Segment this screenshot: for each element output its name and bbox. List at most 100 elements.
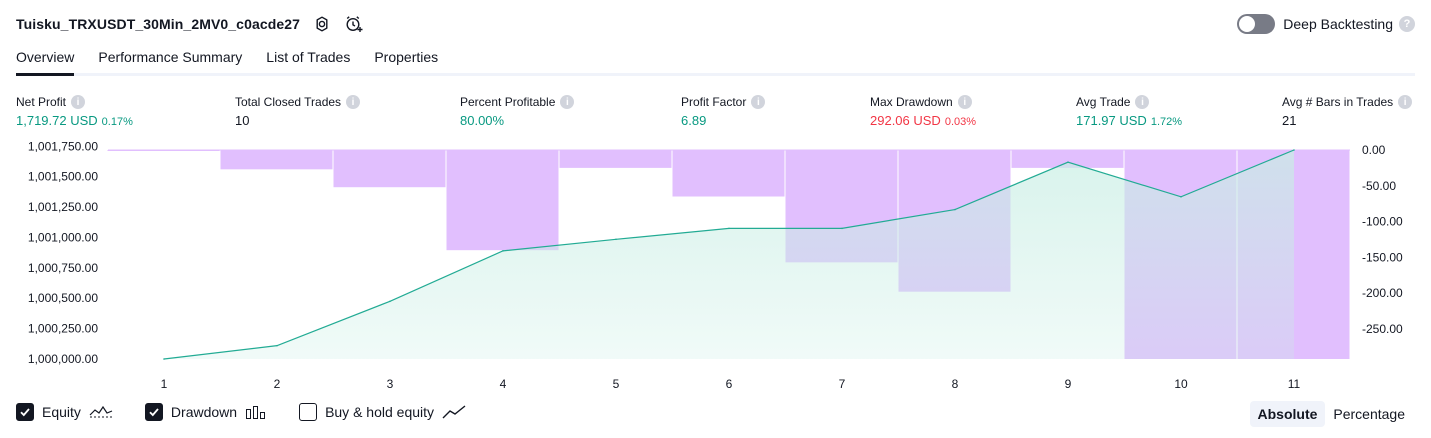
x-axis-tick-label: 5 [613, 377, 620, 391]
info-icon[interactable]: i [560, 95, 575, 109]
equity-point [841, 227, 843, 230]
stat-label: Avg Trade [1076, 95, 1131, 109]
equity-wave-icon [89, 404, 113, 420]
stat-label: Profit Factor [681, 95, 747, 109]
stat-value: 21 [1282, 113, 1297, 128]
left-axis-tick-label: 1,001,000.00 [28, 230, 98, 244]
info-icon[interactable]: i [751, 95, 766, 109]
stat-value: 10 [235, 113, 250, 128]
strategy-title: Tuisku_TRXUSDT_30Min_2MV0_c0acde27 [16, 16, 301, 32]
x-axis-tick-label: 10 [1174, 377, 1188, 391]
stat-net-profit: Net Profit i 1,719.72 USD 0.17% [16, 94, 133, 128]
equity-point [615, 238, 617, 241]
x-axis-tick-label: 2 [274, 377, 281, 391]
left-axis-tick-label: 1,000,500.00 [28, 291, 98, 305]
equity-point [728, 227, 730, 230]
info-icon[interactable]: i [71, 95, 86, 109]
right-axis-tick-label: -200.00 [1362, 286, 1403, 300]
right-axis-tick-label: -100.00 [1362, 215, 1403, 229]
right-axis-tick-label: -250.00 [1362, 322, 1403, 336]
stat-percent: 0.17% [101, 116, 133, 128]
info-icon[interactable]: i [1135, 95, 1150, 109]
equity-area [164, 150, 1294, 359]
stat-avg-trade: Avg Trade i 171.97 USD 1.72% [1076, 94, 1182, 128]
legend-equity[interactable]: Equity [16, 403, 113, 421]
equity-drawdown-chart[interactable]: 1,000,000.00 1,000,250.00 1,000,500.00 1,00… [0, 134, 1431, 396]
stat-label: Net Profit [16, 95, 67, 109]
right-axis-tick-label: 0.00 [1362, 143, 1386, 157]
deep-backtesting-label: Deep Backtesting [1283, 16, 1393, 32]
legend-drawdown-label: Drawdown [170, 404, 238, 420]
equity-point [502, 250, 504, 252]
left-axis-tick-label: 1,001,500.00 [28, 170, 98, 184]
absolute-button[interactable]: Absolute [1249, 401, 1326, 427]
drawdown-bar [446, 150, 559, 251]
stat-percent: 0.03% [944, 116, 977, 128]
left-axis-tick-label: 1,000,250.00 [28, 322, 98, 336]
right-axis-tick-label: -150.00 [1362, 250, 1403, 264]
stat-avg-bars: Avg # Bars in Trades i 21 [1282, 94, 1413, 128]
stat-label: Max Drawdown [870, 95, 953, 109]
equity-point [163, 358, 165, 360]
settings-icon[interactable] [312, 14, 332, 34]
left-axis-tick-label: 1,000,750.00 [28, 261, 98, 275]
x-axis-tick-label: 7 [839, 377, 846, 391]
stat-label: Avg # Bars in Trades [1282, 95, 1394, 109]
legend-equity-label: Equity [42, 404, 81, 420]
stat-percent: 1.72% [1150, 116, 1183, 128]
stat-profit-factor: Profit Factor i 6.89 [681, 94, 766, 128]
stat-value: 292.06 USD [870, 113, 941, 128]
buy-hold-checkbox[interactable] [299, 403, 318, 421]
drawdown-bar [1011, 150, 1124, 168]
left-axis-tick-label: 1,000,000.00 [28, 352, 98, 366]
left-axis-tick-label: 1,001,750.00 [28, 139, 98, 153]
percentage-button[interactable]: Percentage [1333, 406, 1405, 422]
stat-value: 171.97 USD [1076, 113, 1147, 128]
help-icon[interactable]: ? [1399, 16, 1415, 32]
add-alert-icon[interactable] [344, 14, 364, 34]
equity-checkbox[interactable] [16, 403, 34, 421]
tab-overview[interactable]: Overview [16, 44, 75, 76]
stat-max-drawdown: Max Drawdown i 292.06 USD 0.03% [870, 94, 976, 128]
info-icon[interactable]: i [957, 95, 972, 109]
equity-point [1180, 195, 1182, 198]
stat-label: Percent Profitable [460, 95, 556, 109]
left-axis-tick-label: 1,001,250.00 [28, 200, 98, 214]
strategy-header: Tuisku_TRXUSDT_30Min_2MV0_c0acde27 [16, 12, 364, 36]
equity-point [389, 300, 391, 303]
buy-hold-line-icon [442, 404, 466, 420]
info-icon[interactable]: i [346, 95, 361, 109]
x-axis-tick-label: 8 [952, 377, 959, 391]
x-axis-tick-label: 3 [387, 377, 394, 391]
drawdown-bar [333, 150, 446, 188]
info-icon[interactable]: i [1398, 95, 1413, 109]
stat-label: Total Closed Trades [235, 95, 342, 109]
tab-properties[interactable]: Properties [374, 49, 439, 65]
x-axis-tick-label: 4 [500, 377, 507, 391]
tab-list-of-trades[interactable]: List of Trades [266, 49, 351, 65]
chart-legend: Equity Drawdown Buy & hold equity [16, 403, 498, 421]
drawdown-checkbox[interactable] [144, 403, 163, 421]
x-axis-tick-label: 1 [161, 377, 168, 391]
stat-value: 6.89 [681, 113, 707, 128]
equity-point [954, 208, 956, 211]
scale-mode-switch: Absolute Percentage [1249, 401, 1414, 427]
legend-buy-hold[interactable]: Buy & hold equity [299, 403, 466, 421]
stat-percent-profitable: Percent Profitable i 80.00% [460, 94, 575, 128]
stat-value: 80.00% [460, 113, 505, 128]
check-icon [149, 408, 159, 417]
tab-performance-summary[interactable]: Performance Summary [98, 49, 243, 65]
equity-point [1067, 161, 1069, 163]
x-axis-tick-label: 6 [726, 377, 733, 391]
right-axis-tick-label: -50.00 [1362, 179, 1396, 193]
x-axis-tick-label: 9 [1065, 377, 1072, 391]
legend-drawdown[interactable]: Drawdown [144, 403, 267, 421]
stat-total-closed-trades: Total Closed Trades i 10 [235, 94, 361, 128]
drawdown-bar [672, 150, 785, 197]
deep-backtesting-toggle[interactable] [1237, 14, 1276, 34]
check-icon [20, 408, 30, 417]
drawdown-bars-icon [245, 404, 267, 420]
toggle-knob [1239, 16, 1256, 32]
legend-buy-hold-label: Buy & hold equity [325, 404, 435, 420]
deep-backtesting: Deep Backtesting ? [1237, 12, 1415, 36]
